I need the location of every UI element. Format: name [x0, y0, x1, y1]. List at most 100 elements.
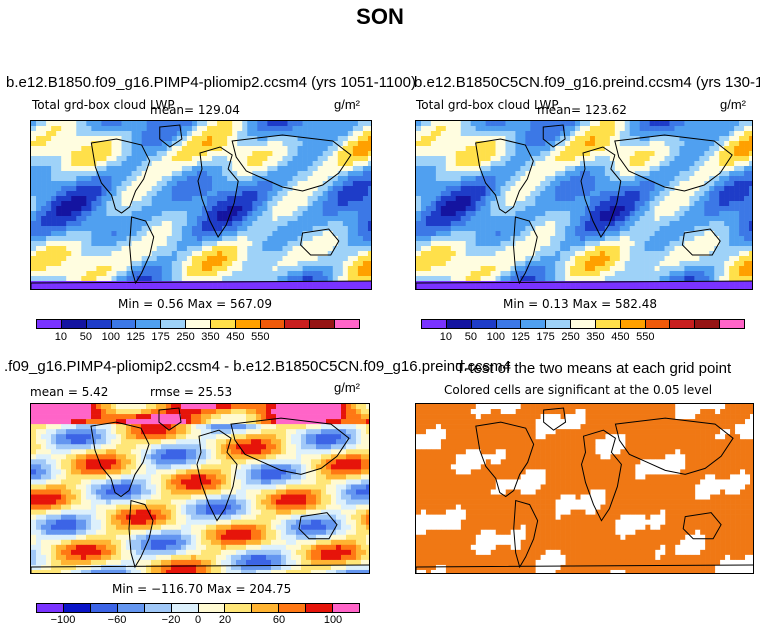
- colorbar-swatch: [210, 320, 236, 328]
- panel3-ticks: −100 −60 −20 0 20 60 100: [36, 614, 360, 628]
- coastline: [300, 228, 340, 256]
- colorbar-swatch: [310, 320, 336, 328]
- panel3-rmse: rmse = 25.53: [150, 385, 233, 399]
- colorbar-swatch: [720, 320, 744, 328]
- colorbar-tick-label: 100: [323, 614, 343, 626]
- map-field: [416, 121, 752, 289]
- panel3-minmax: Min = −116.70 Max = 204.75: [112, 582, 292, 596]
- panel3-mean: mean = 5.42: [30, 385, 109, 399]
- panel2-map: [415, 120, 753, 290]
- colorbar-tick-label: 60: [272, 614, 286, 626]
- colorbar-tick-label: 10: [439, 331, 453, 343]
- colorbar-swatch: [335, 320, 359, 328]
- colorbar-swatch: [279, 604, 307, 612]
- panel2-minmax: Min = 0.13 Max = 582.48: [503, 297, 657, 311]
- coastline: [31, 280, 371, 289]
- coastline: [542, 124, 566, 148]
- coastline: [90, 138, 151, 214]
- colorbar-swatch: [117, 604, 145, 612]
- colorbar-swatch: [620, 320, 646, 328]
- panel2-ticks: 10 50 100 125 175 250 350 450 550: [421, 331, 745, 345]
- colorbar-swatch: [260, 320, 286, 328]
- panel4-subtitle: Colored cells are significant at the 0.0…: [444, 383, 713, 397]
- colorbar-swatch: [446, 320, 472, 328]
- colorbar-tick-label: 50: [464, 331, 477, 343]
- panel1-map: [30, 120, 372, 290]
- colorbar-tick-label: 250: [561, 331, 580, 343]
- coastline: [580, 146, 622, 238]
- colorbar-tick-label: 0: [194, 614, 202, 626]
- panel3-units: g/m²: [334, 380, 360, 395]
- colorbar-tick-label: 450: [226, 331, 245, 343]
- colorbar-tick-label: 20: [218, 614, 232, 626]
- map-field: [416, 404, 753, 573]
- colorbar-tick-label: 175: [151, 331, 170, 343]
- coastline: [475, 138, 534, 214]
- colorbar-tick-label: 10: [54, 331, 68, 343]
- coastline: [31, 564, 369, 573]
- coastline: [196, 429, 238, 522]
- colorbar-swatch: [171, 604, 199, 612]
- colorbar-swatch: [252, 604, 280, 612]
- colorbar-swatch: [670, 320, 696, 328]
- panel2-title: b.e12.B1850C5CN.f09_g16.preind.ccsm4 (yr…: [414, 74, 760, 91]
- colorbar-tick-label: 50: [79, 331, 92, 343]
- colorbar-swatch: [571, 320, 596, 328]
- colorbar-swatch: [144, 604, 172, 612]
- panel1-minmax: Min = 0.56 Max = 567.09: [118, 297, 272, 311]
- coastline: [90, 421, 150, 498]
- colorbar-swatch: [496, 320, 522, 328]
- colorbar-tick-label: 550: [251, 331, 270, 343]
- colorbar-swatch: [695, 320, 721, 328]
- colorbar-swatch: [422, 320, 447, 328]
- colorbar-swatch: [285, 320, 311, 328]
- colorbar-swatch: [90, 604, 118, 612]
- coastline: [580, 429, 622, 522]
- panel1-variable: Total grd-box cloud LWP: [32, 98, 175, 112]
- colorbar-tick-label: 350: [201, 331, 220, 343]
- colorbar-swatch: [186, 320, 211, 328]
- colorbar-swatch: [521, 320, 547, 328]
- coastline: [416, 280, 752, 289]
- colorbar-swatch: [86, 320, 112, 328]
- panel3-map: [30, 403, 370, 574]
- panel3-colorbar: [36, 603, 360, 613]
- colorbar-swatch: [111, 320, 137, 328]
- colorbar-tick-label: −100: [50, 614, 76, 626]
- colorbar-tick-label: 350: [586, 331, 605, 343]
- coastline: [681, 228, 721, 256]
- colorbar-tick-label: 250: [176, 331, 195, 343]
- panel3-title: .f09_g16.PIMP4-pliomip2.ccsm4 - b.e12.B1…: [4, 358, 511, 375]
- colorbar-swatch: [136, 320, 162, 328]
- colorbar-tick-label: 550: [636, 331, 655, 343]
- colorbar-swatch: [63, 604, 91, 612]
- coastline: [614, 134, 733, 192]
- colorbar-swatch: [471, 320, 497, 328]
- colorbar-tick-label: 125: [511, 331, 530, 343]
- panel2-units: g/m²: [720, 97, 746, 112]
- colorbar-tick-label: 100: [486, 331, 505, 343]
- coastline: [298, 512, 338, 540]
- colorbar-swatch: [235, 320, 261, 328]
- colorbar-tick-label: −20: [161, 614, 181, 626]
- map-field: [31, 121, 371, 289]
- coastline: [230, 417, 350, 475]
- coastline: [197, 146, 239, 238]
- panel1-mean: mean= 129.04: [150, 103, 240, 117]
- panel2-colorbar: [421, 319, 745, 329]
- colorbar-tick-label: 175: [536, 331, 555, 343]
- colorbar-swatch: [333, 604, 360, 612]
- coastline: [512, 216, 538, 285]
- coastline: [543, 407, 567, 431]
- colorbar-swatch: [37, 320, 62, 328]
- panel1-ticks: 10 50 100 125 175 250 350 450 550: [36, 331, 360, 345]
- panel1-colorbar: [36, 319, 360, 329]
- colorbar-swatch: [198, 604, 226, 612]
- panel2-variable: Total grd-box cloud LWP: [416, 98, 559, 112]
- panel4-map: [415, 403, 754, 574]
- coastline: [682, 512, 722, 540]
- coastline: [513, 499, 539, 569]
- panel1-title: b.e12.B1850.f09_g16.PIMP4-pliomip2.ccsm4…: [6, 74, 416, 91]
- coastline: [231, 134, 352, 192]
- coastline: [159, 124, 183, 148]
